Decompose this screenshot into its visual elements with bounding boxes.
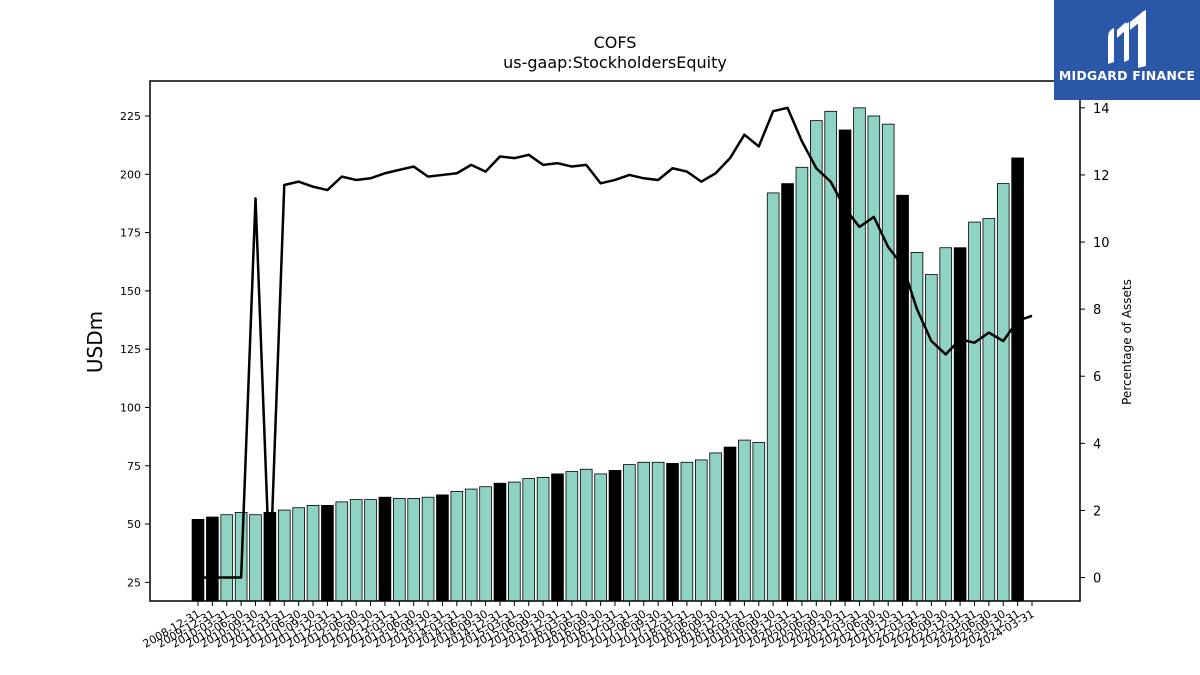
- bar-2020-06-30: [810, 120, 823, 602]
- x-axis: 2008-12-312009-12-312010-03-312010-06-30…: [141, 601, 1037, 651]
- bar-2023-03-31: [968, 221, 981, 602]
- bar-2020-09-30: [824, 110, 837, 602]
- bar-2015-06-30: [522, 478, 536, 602]
- bar-2013-09-30: [421, 496, 435, 602]
- bar-2018-06-30: [694, 459, 708, 602]
- y-axis-label: USDm: [83, 311, 107, 373]
- bar-2021-09-30: [881, 123, 895, 602]
- bar-2012-12-31: [378, 496, 392, 602]
- bar-2014-09-30: [479, 486, 492, 602]
- bar-2021-06-30: [867, 115, 881, 602]
- bar-2023-06-30: [982, 218, 996, 602]
- y-tick-label: 175: [120, 227, 141, 240]
- bar-2018-03-31: [680, 461, 694, 602]
- bar-2019-03-31: [738, 439, 751, 602]
- y-tick-label: 50: [127, 518, 141, 531]
- y2-axis: 0 2 4 6 8 10 12 14: [1080, 102, 1110, 587]
- y2-tick-label: 4: [1093, 437, 1101, 452]
- y2-tick-label: 6: [1093, 370, 1101, 385]
- bar-2022-09-30: [939, 247, 953, 602]
- bar-2016-09-30: [594, 473, 607, 602]
- midgard-finance-logo: MIDGARD FINANCE: [1054, 0, 1200, 100]
- y-tick-label: 125: [120, 343, 141, 356]
- bar-2022-12-31: [953, 247, 967, 602]
- bar-2016-03-31: [565, 471, 579, 602]
- bar-2010-03-31: [220, 514, 234, 602]
- bar-2019-06-30: [752, 442, 766, 602]
- bar-2017-12-31: [666, 463, 679, 602]
- chart-subtitle: us-gaap:StockholdersEquity: [503, 53, 727, 72]
- y-tick-label: 200: [120, 168, 141, 181]
- y-tick-label: 75: [127, 460, 141, 473]
- y2-tick-label: 0: [1093, 572, 1101, 587]
- bar-2014-06-30: [464, 488, 478, 602]
- bar-2009-12-31: [206, 516, 219, 602]
- y2-tick-label: 2: [1093, 504, 1101, 519]
- bar-2011-12-31: [321, 504, 334, 602]
- midgard-m-logo-icon: [1108, 10, 1146, 68]
- bar-2013-03-31: [393, 497, 406, 602]
- bar-2022-03-31: [910, 251, 924, 602]
- bar-2021-03-31: [853, 107, 866, 602]
- chart-title: COFS: [594, 33, 637, 52]
- y-tick-label: 25: [127, 576, 141, 589]
- bar-2017-06-30: [637, 461, 651, 602]
- bar-2013-12-31: [436, 494, 449, 602]
- percentage-of-assets-line: [198, 106, 1033, 579]
- bar-2018-09-30: [709, 452, 722, 602]
- y2-tick-label: 12: [1093, 169, 1110, 184]
- bar-2014-12-31: [493, 482, 507, 602]
- y-tick-label: 100: [120, 401, 141, 414]
- bar-2013-06-30: [407, 497, 420, 602]
- bar-2019-12-31: [781, 183, 794, 602]
- logo-text: MIDGARD FINANCE: [1058, 68, 1196, 83]
- bar-2016-12-31: [608, 470, 622, 602]
- bar-2019-09-30: [766, 192, 780, 602]
- bar-2008-12-31: [191, 518, 205, 602]
- y-tick-label: 225: [120, 110, 141, 123]
- y2-tick-label: 10: [1093, 236, 1110, 251]
- bar-2018-12-31: [723, 446, 737, 602]
- y-axis: 25 50 75 100 125 150 175 200 225: [120, 110, 150, 589]
- bar-2017-09-30: [651, 461, 665, 602]
- bar-2010-09-30: [249, 514, 262, 602]
- plot-frame: [149, 80, 1081, 602]
- bar-2015-12-31: [551, 473, 564, 602]
- bar-2011-09-30: [306, 504, 320, 602]
- y2-tick-label: 8: [1093, 303, 1101, 318]
- y2-tick-label: 14: [1093, 102, 1110, 117]
- bar-2020-03-31: [795, 166, 809, 602]
- bar-2011-03-31: [277, 509, 291, 602]
- bar-2023-09-30: [996, 183, 1010, 602]
- y-tick-label: 150: [120, 285, 141, 298]
- bar-2014-03-31: [450, 490, 464, 602]
- bar-2016-06-30: [579, 468, 593, 602]
- bar-2015-03-31: [508, 481, 521, 602]
- bar-2017-03-31: [623, 464, 636, 602]
- bar-2021-12-31: [896, 194, 909, 602]
- bar-2022-06-30: [925, 274, 938, 602]
- bar-2023-12-31: [1011, 157, 1024, 602]
- bar-2011-06-30: [292, 507, 305, 602]
- bar-2012-09-30: [364, 499, 377, 602]
- line-series: [198, 106, 1033, 579]
- bar-2015-09-30: [536, 477, 550, 602]
- y2-axis-label: Percentage of Assets: [1120, 279, 1134, 405]
- bar-2012-06-30: [349, 499, 363, 602]
- bar-2012-03-31: [335, 501, 349, 602]
